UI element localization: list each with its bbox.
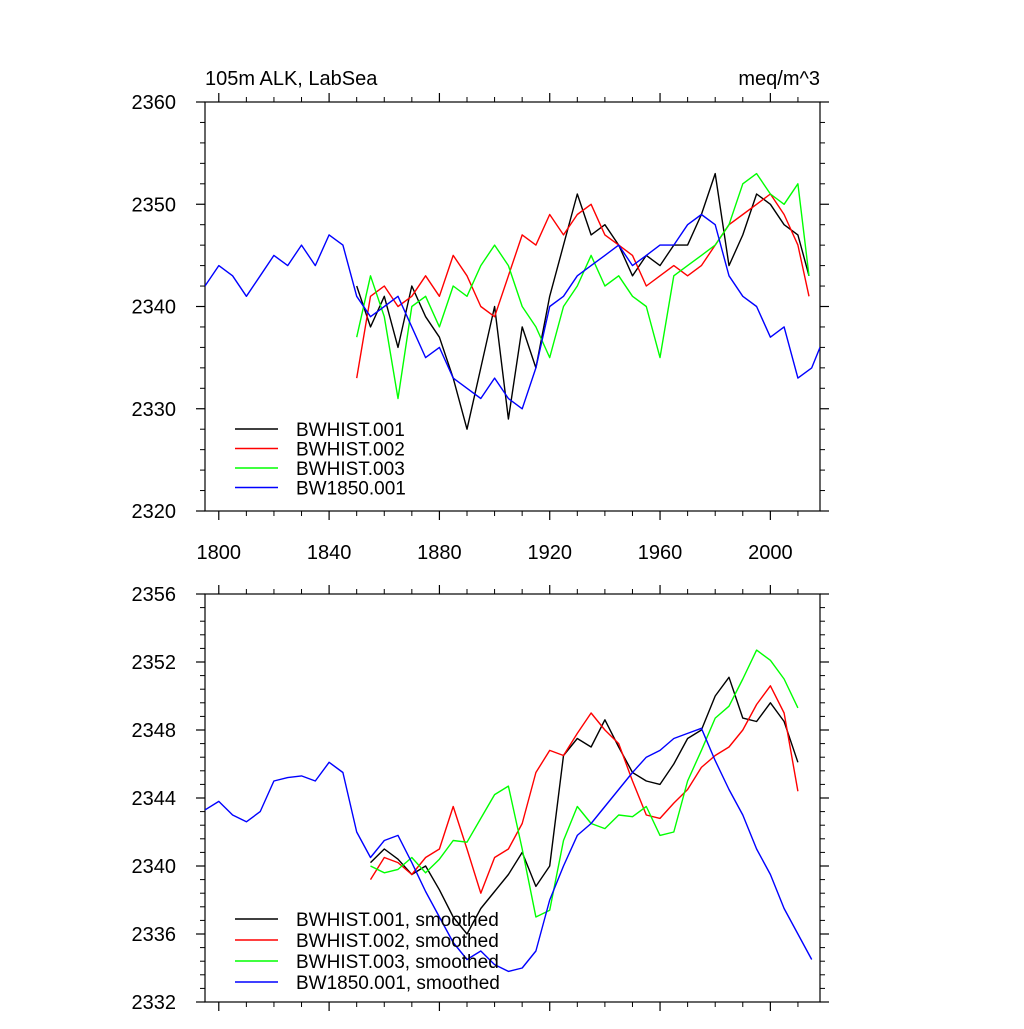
y-tick-label: 2360 [132,92,177,114]
chart-title-right: meq/m^3 [738,68,820,90]
y-tick-label: 2348 [132,720,177,742]
series-line-4 [205,213,820,410]
y-tick-label: 2330 [132,399,177,421]
y-tick-label: 2344 [132,788,177,810]
series-line-2 [369,685,799,894]
legend-label: BWHIST.002, smoothed [296,931,499,952]
x-tick-label: 1840 [307,542,352,564]
legend-label: BWHIST.003, smoothed [296,952,499,973]
y-tick-label: 2340 [132,856,177,878]
x-tick-label: 2000 [748,542,793,564]
series-line-3 [356,172,810,400]
legend-label: BWHIST.001 [296,420,405,441]
y-tick-label: 2336 [132,924,177,946]
series-line-2 [356,193,810,379]
series-line-1 [370,676,799,935]
series-line-3 [370,649,799,918]
legend-label: BW1850.001, smoothed [296,973,500,994]
chart-panel-2: 2332 2336 2340 2344 2348 2352 2356 BWHIST.001, … [132,584,829,1014]
y-tick-label: 2356 [132,584,177,606]
chart-title-left: 105m ALK, LabSea [205,68,378,90]
chart-panel-1: 1800 1840 1880 1920 1960 2000 2320 2330 2340 2350… [132,68,829,564]
x-tick-label: 1800 [197,542,242,564]
y-tick-label: 2332 [132,992,177,1014]
y-tick-label: 2320 [132,501,177,523]
legend-label: BWHIST.001, smoothed [296,910,499,931]
legend-label: BW1850.001 [296,479,406,500]
series-line-1 [356,172,810,430]
y-tick-label: 2340 [132,297,177,319]
x-tick-label: 1920 [527,542,572,564]
series-line-4 [205,727,813,973]
y-tick-label: 2352 [132,652,177,674]
x-tick-label: 1880 [417,542,462,564]
y-tick-label: 2350 [132,194,177,216]
x-tick-label: 1960 [638,542,683,564]
legend-label: BWHIST.002 [296,440,405,461]
legend-label: BWHIST.003 [296,459,405,480]
